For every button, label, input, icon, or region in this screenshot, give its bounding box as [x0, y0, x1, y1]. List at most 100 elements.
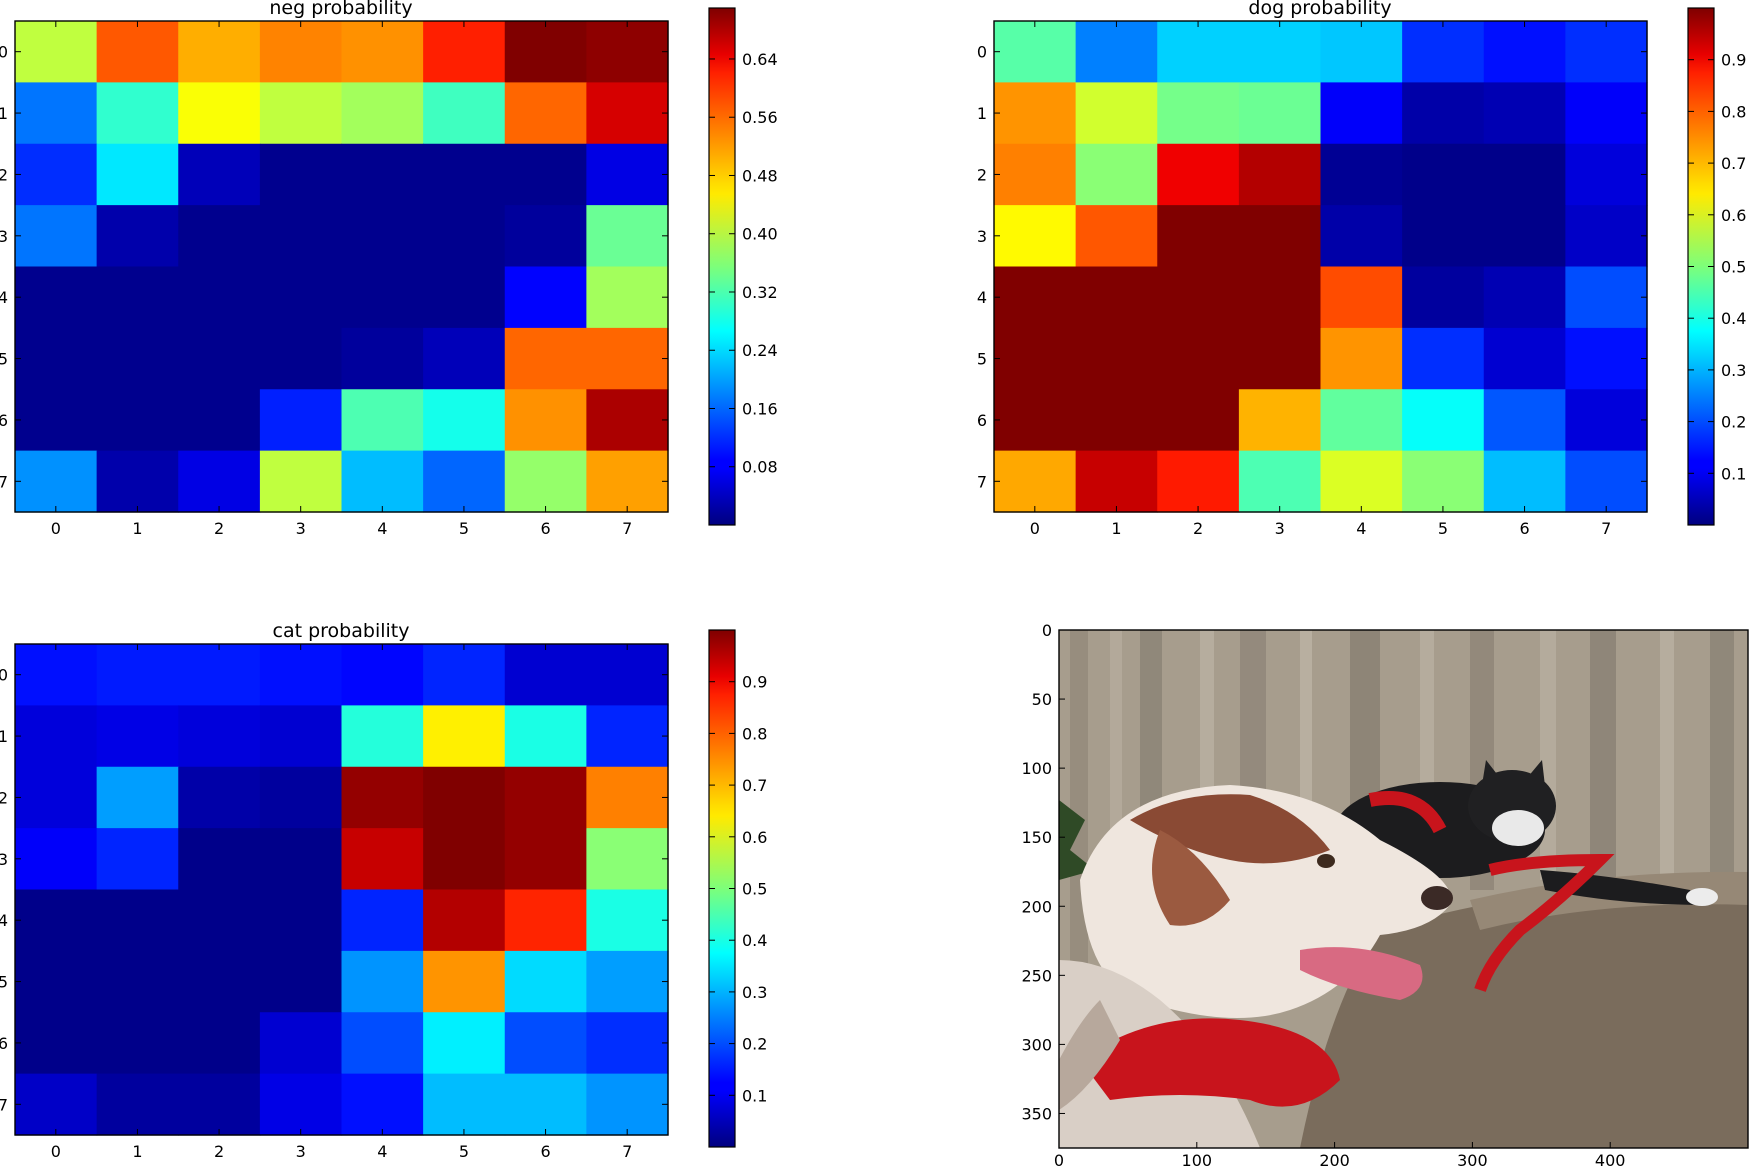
heatmap-cell [994, 266, 1077, 329]
x-tick-label: 3 [296, 519, 306, 538]
heatmap-cell [586, 889, 669, 952]
heatmap-cell [504, 450, 587, 513]
heatmap-cell [259, 1012, 343, 1075]
heatmap-cell [1157, 266, 1240, 329]
x-tick-label: 2 [214, 1142, 224, 1161]
heatmap-cell [1320, 21, 1403, 83]
heatmap-cell [96, 889, 179, 952]
colorbar-tick-label: 0.3 [742, 983, 767, 1002]
heatmap-cell [341, 327, 424, 390]
y-tick-label: 4 [977, 288, 987, 307]
colorbar-tick-label: 0.9 [742, 673, 767, 692]
heatmap-cells [15, 21, 669, 513]
heatmap-cell [96, 1073, 179, 1136]
y-tick-label: 5 [977, 350, 987, 369]
colorbar-tick-label: 0.7 [742, 776, 767, 795]
heatmap-cell [1320, 205, 1403, 268]
x-ticks: 0 1 2 3 4 5 6 7 [51, 644, 632, 1161]
heatmap-cell [423, 950, 506, 1013]
heatmap-cell [1483, 327, 1566, 390]
y-ticks: 0 1 2 3 4 5 6 7 [977, 43, 1647, 491]
heatmap-cell [15, 266, 98, 329]
heatmap-cell [504, 143, 587, 206]
heatmap-cell [341, 828, 424, 891]
heatmap-cell [341, 644, 424, 706]
heatmap-cell [1320, 143, 1403, 206]
colorbar-ticks: 0.1 0.2 0.3 0.4 0.5 0.6 0.7 0.8 0.9 [1688, 51, 1746, 483]
heatmap-cell [259, 389, 343, 452]
heatmap-cell [423, 205, 506, 268]
panel-dog: dog probability 0 1 2 3 4 5 6 7 0 1 2 3 4 5 6 7 0.1 0.2… [977, 0, 1747, 538]
heatmap-cell [1483, 450, 1566, 513]
heatmap-cell [15, 21, 98, 83]
heatmap-cell [1157, 21, 1240, 83]
y-tick-label: 0 [977, 43, 987, 62]
heatmap-cell [1565, 450, 1648, 513]
heatmap-cell [1565, 327, 1648, 390]
heatmap-cell [586, 705, 669, 768]
y-tick-label: 2 [977, 165, 987, 184]
y-tick-label: 2 [0, 165, 8, 184]
heatmap-cell [96, 266, 179, 329]
heatmap-cell [178, 1012, 261, 1075]
chart-title: dog probability [1248, 0, 1391, 19]
heatmap-cell [1402, 327, 1485, 390]
heatmap-cell [504, 389, 587, 452]
heatmap-cell [259, 766, 343, 829]
heatmap-cell [341, 205, 424, 268]
colorbar-tick-label: 0.4 [742, 931, 767, 950]
heatmap-cell [504, 705, 587, 768]
heatmap-cell [994, 450, 1077, 513]
x-tick-label: 6 [540, 519, 550, 538]
x-tick-label: 100 [1182, 1151, 1213, 1169]
heatmap-cell [1238, 450, 1322, 513]
heatmap-cell [178, 327, 261, 390]
heatmap-cell [259, 644, 343, 706]
heatmap-cell [504, 327, 587, 390]
heatmap-cell [178, 21, 261, 83]
heatmap-cell [341, 266, 424, 329]
colorbar-tick-label: 0.32 [742, 283, 778, 302]
y-tick-label: 1 [977, 104, 987, 123]
heatmap-cell [1565, 82, 1648, 145]
heatmap-cell [341, 1012, 424, 1075]
y-tick-label: 250 [1021, 966, 1052, 985]
heatmap-cell [341, 766, 424, 829]
heatmap-cell [1320, 450, 1403, 513]
y-tick-label: 1 [0, 104, 8, 123]
chart-title: cat probability [273, 620, 410, 642]
heatmap-cell [15, 950, 98, 1013]
heatmap-cell [1238, 389, 1322, 452]
y-tick-label: 0 [0, 666, 8, 685]
x-tick-label: 6 [1519, 519, 1529, 538]
heatmap-cell [178, 950, 261, 1013]
y-ticks: 0 50 100 150 200 250 300 350 [1021, 621, 1065, 1123]
y-ticks: 0 1 2 3 4 5 6 7 [0, 43, 668, 491]
x-tick-label: 7 [622, 1142, 632, 1161]
heatmap-cell [96, 644, 179, 706]
heatmap-cell [96, 327, 179, 390]
heatmap-cell [178, 644, 261, 706]
x-tick-label: 5 [1438, 519, 1448, 538]
heatmap-cell [341, 389, 424, 452]
heatmap-cell [259, 143, 343, 206]
x-tick-label: 4 [377, 519, 387, 538]
heatmap-cell [96, 389, 179, 452]
heatmap-cell [259, 828, 343, 891]
x-tick-label: 0 [1030, 519, 1040, 538]
colorbar-tick-label: 0.64 [742, 50, 778, 69]
heatmap-cell [1565, 266, 1648, 329]
heatmap-cell [504, 266, 587, 329]
y-tick-label: 350 [1021, 1104, 1052, 1123]
colorbar-tick-label: 0.5 [742, 880, 767, 899]
heatmap-cells [994, 21, 1648, 513]
heatmap-cell [1075, 82, 1158, 145]
heatmap-cell [423, 705, 506, 768]
plot-frame [993, 20, 1648, 513]
y-tick-label: 0 [0, 43, 8, 62]
x-tick-label: 5 [459, 519, 469, 538]
x-tick-label: 4 [377, 1142, 387, 1161]
heatmap-cell [586, 266, 669, 329]
heatmap-cell [586, 205, 669, 268]
